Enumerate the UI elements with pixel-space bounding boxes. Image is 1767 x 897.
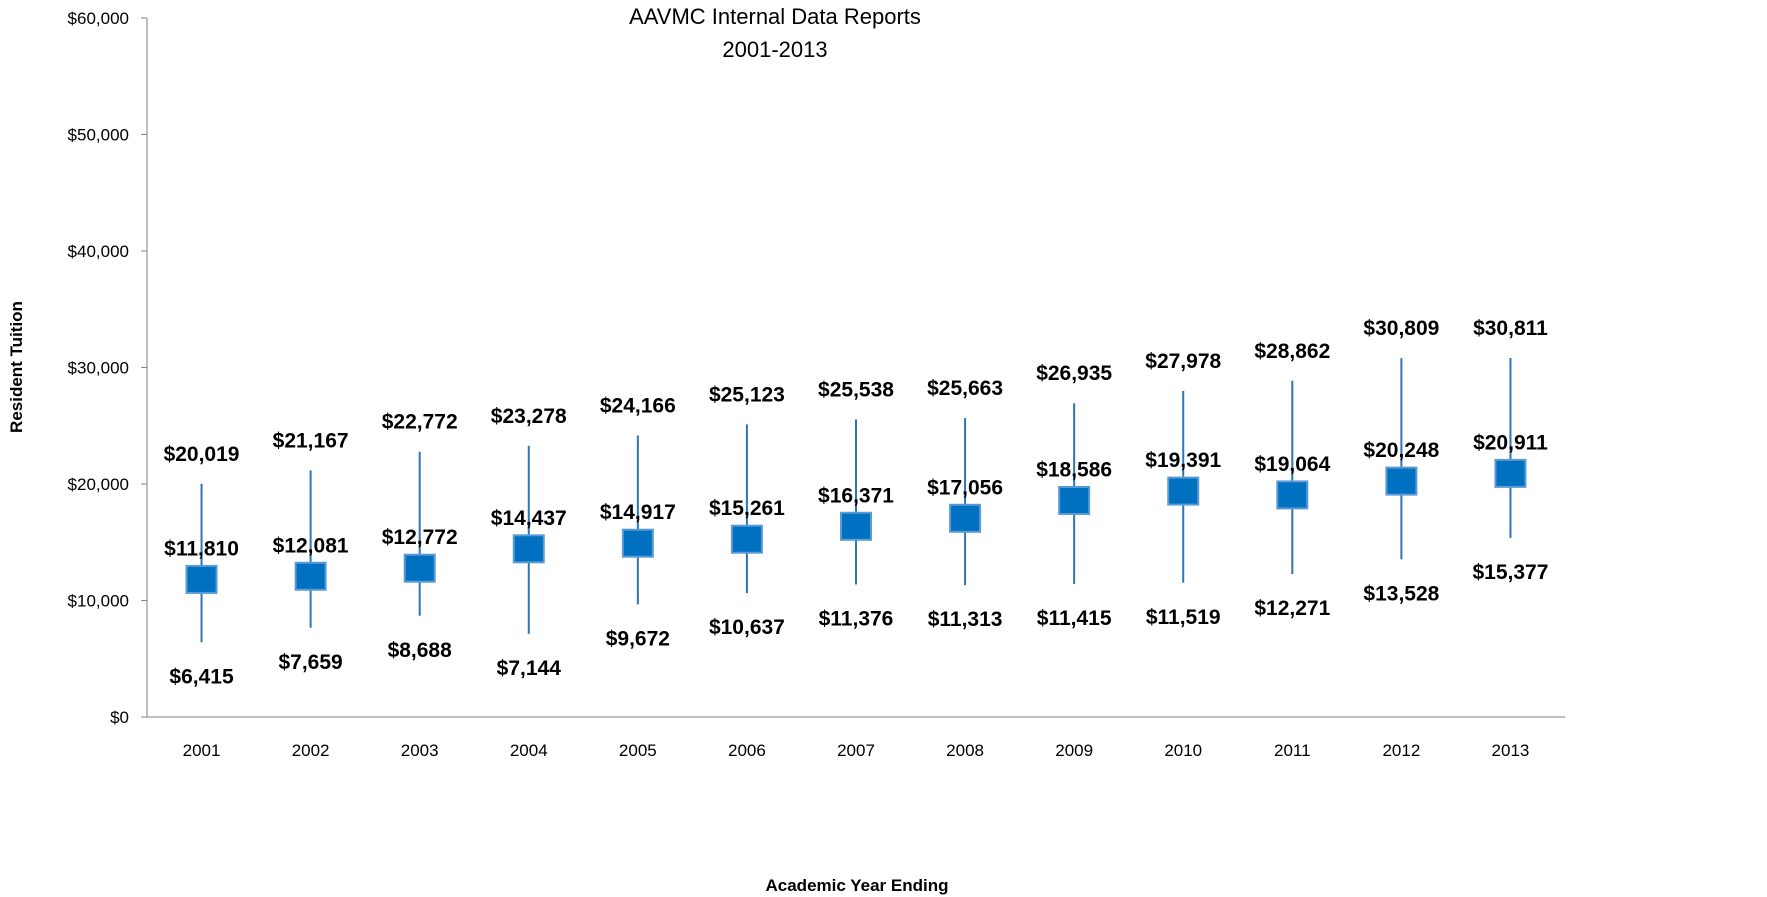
median-marker <box>1167 476 1200 506</box>
data-marks <box>185 358 1527 643</box>
high-value-label: $27,978 <box>1145 350 1221 373</box>
high-value-label: $26,935 <box>1036 362 1112 385</box>
high-value-label: $30,811 <box>1473 317 1548 340</box>
low-value-label: $11,313 <box>928 608 1003 631</box>
low-value-label: $7,659 <box>278 651 342 674</box>
high-value-label: $28,862 <box>1254 340 1330 363</box>
low-value-label: $13,528 <box>1363 582 1439 605</box>
y-tick-label: $30,000 <box>68 359 129 378</box>
y-tick-label: $40,000 <box>68 242 129 261</box>
axes: $0 $10,000 $20,000 $30,000 $40,000 $50,000 $60… <box>68 9 1565 760</box>
median-marker <box>512 534 545 564</box>
mid-value-label: $14,917 <box>600 501 676 524</box>
high-value-label: $25,123 <box>709 383 785 406</box>
y-tick-label: $60,000 <box>68 9 129 28</box>
x-tick-label: 2009 <box>1055 741 1093 760</box>
y-tick-label: $0 <box>110 708 129 727</box>
high-value-label: $22,772 <box>382 411 458 434</box>
x-tick-label: 2005 <box>619 741 657 760</box>
low-value-label: $12,271 <box>1254 597 1330 620</box>
mid-value-label: $19,391 <box>1145 449 1221 472</box>
x-tick-label: 2002 <box>292 741 330 760</box>
mid-value-label: $16,371 <box>818 484 894 507</box>
high-value-label: $20,019 <box>164 443 240 466</box>
high-value-label: $21,167 <box>273 429 349 452</box>
high-value-label: $30,809 <box>1363 317 1439 340</box>
median-marker <box>294 561 327 591</box>
mid-value-label: $19,064 <box>1254 453 1330 476</box>
y-tick-label: $10,000 <box>68 592 129 611</box>
high-value-label: $24,166 <box>600 394 676 417</box>
median-marker <box>1276 480 1309 510</box>
low-value-label: $7,144 <box>497 657 562 680</box>
low-value-label: $11,519 <box>1146 606 1221 629</box>
mid-value-label: $11,810 <box>164 537 239 560</box>
y-axis-title: Resident Tuition <box>7 301 26 433</box>
x-tick-label: 2006 <box>728 741 766 760</box>
low-value-label: $11,376 <box>819 607 894 630</box>
x-axis-title: Academic Year Ending <box>766 876 949 895</box>
data-labels: $20,019 $11,810 $6,415 $21,167 $12,081 $7,659… <box>164 317 1549 688</box>
x-tick-label: 2012 <box>1382 741 1420 760</box>
median-marker <box>185 564 218 594</box>
high-value-label: $25,538 <box>818 378 894 401</box>
x-tick-label: 2008 <box>946 741 984 760</box>
x-tick-label: 2011 <box>1274 741 1311 760</box>
mid-value-label: $18,586 <box>1036 458 1112 481</box>
mid-value-label: $20,911 <box>1473 431 1548 454</box>
x-tick-label: 2004 <box>510 741 548 760</box>
x-tick-label: 2013 <box>1492 741 1530 760</box>
low-value-label: $10,637 <box>709 616 785 639</box>
y-tick-label: $50,000 <box>68 126 129 145</box>
median-marker <box>949 503 982 533</box>
chart-title: AAVMC Internal Data Reports <box>629 4 921 29</box>
x-tick-label: 2001 <box>183 741 221 760</box>
x-tick-label: 2007 <box>837 741 875 760</box>
median-marker <box>730 524 763 554</box>
mid-value-label: $15,261 <box>709 497 785 520</box>
low-value-label: $9,672 <box>606 627 670 650</box>
y-tick-label: $20,000 <box>68 475 129 494</box>
median-marker <box>1494 458 1527 488</box>
low-value-label: $6,415 <box>169 665 234 688</box>
mid-value-label: $17,056 <box>927 476 1003 499</box>
low-value-label: $11,415 <box>1037 607 1112 630</box>
median-marker <box>1385 466 1418 496</box>
mid-value-label: $12,772 <box>382 526 458 549</box>
chart-subtitle: 2001-2013 <box>722 37 827 62</box>
median-marker <box>840 511 872 541</box>
mid-value-label: $14,437 <box>491 507 567 530</box>
median-marker <box>1058 485 1091 515</box>
median-marker <box>621 528 654 558</box>
high-value-label: $23,278 <box>491 405 567 428</box>
mid-value-label: $12,081 <box>273 534 349 557</box>
median-marker <box>403 553 436 583</box>
mid-value-label: $20,248 <box>1363 439 1439 462</box>
low-value-label: $8,688 <box>388 639 453 662</box>
x-tick-label: 2010 <box>1164 741 1202 760</box>
x-tick-label: 2003 <box>401 741 439 760</box>
low-value-label: $15,377 <box>1473 561 1549 584</box>
high-value-label: $25,663 <box>927 377 1003 400</box>
